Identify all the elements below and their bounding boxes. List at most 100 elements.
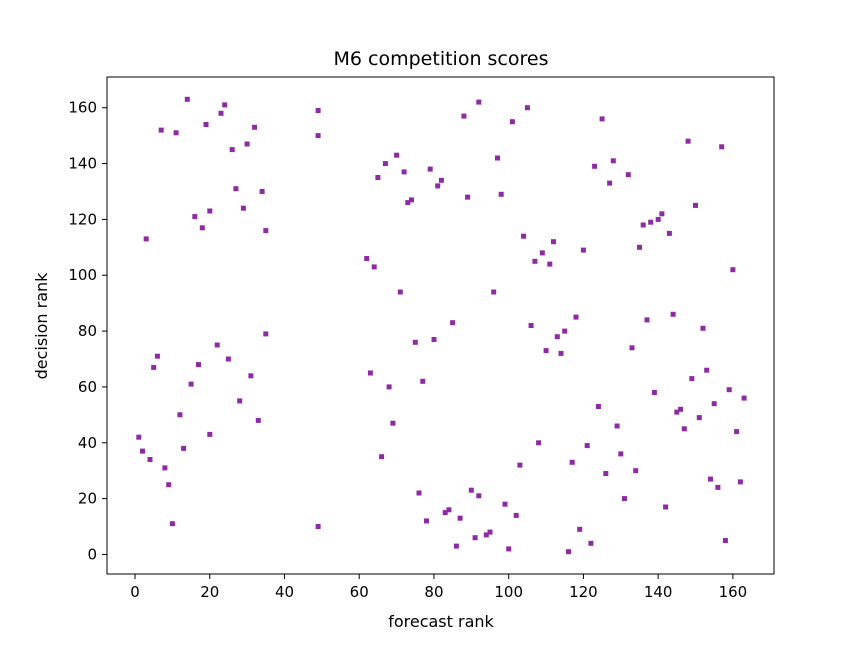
x-tick-label: 40 [275,583,294,601]
data-point [169,521,175,527]
data-point [674,409,680,415]
data-point [147,457,153,462]
data-point [532,258,538,264]
data-point [637,244,642,250]
data-point [566,549,571,555]
y-tick-label: 140 [68,155,97,173]
data-point [248,373,254,379]
y-axis-label: decision rank [32,272,51,380]
data-point [401,169,407,175]
y-tick-label: 0 [87,545,97,563]
data-point [644,317,650,323]
data-point [678,406,684,412]
data-point [614,423,620,429]
data-point [495,155,500,161]
data-point [536,440,542,446]
y-tick-label: 40 [78,434,97,452]
data-point [207,431,213,437]
data-point [509,119,515,125]
points-layer [136,96,747,555]
data-point [233,186,239,192]
data-point [140,448,145,454]
data-point [711,401,717,407]
data-point [315,108,321,113]
y-tick-label: 100 [68,266,97,284]
data-point [483,532,489,538]
data-point [595,404,601,409]
data-point [551,239,556,245]
data-point [240,205,246,211]
data-point [659,211,665,217]
data-point [513,512,519,518]
data-point [181,445,187,451]
data-point [394,152,400,158]
data-point [491,289,497,295]
data-point [554,334,560,340]
data-point [715,484,721,490]
data-point [263,331,269,337]
data-point [633,468,639,474]
data-point [681,426,687,432]
data-point [618,451,624,457]
data-point [364,256,370,261]
data-point [734,429,740,435]
data-point [700,325,706,331]
data-point [722,538,728,543]
data-point [453,543,459,549]
data-point [143,236,149,242]
data-point [371,264,377,270]
y-tick-label: 60 [78,378,97,396]
data-point [648,219,654,225]
data-point [689,376,695,382]
y-tick-label: 160 [68,99,97,117]
data-point [166,482,172,488]
data-point [730,267,736,273]
data-point [218,110,224,116]
data-point [188,381,194,387]
plot-frame [106,76,775,575]
data-point [203,122,209,127]
x-tick-label: 0 [130,583,140,601]
data-point [435,183,441,189]
data-point [655,216,661,222]
data-point [199,225,205,231]
y-axis: 0 20 40 60 80 100 120 140 160 [68,99,107,563]
data-point [622,496,627,502]
data-point [244,141,250,147]
data-point [177,412,183,418]
data-point [737,479,743,485]
data-point [461,113,467,119]
x-tick-label: 20 [200,583,219,601]
data-point [708,476,713,482]
x-tick-label: 60 [350,583,369,601]
data-point [472,535,478,541]
data-point [136,434,142,440]
data-point [476,493,482,499]
data-point [405,200,411,206]
data-point [424,518,429,524]
x-tick-label: 160 [719,583,748,601]
data-point [558,350,564,356]
data-point [696,415,702,421]
data-point [442,510,448,516]
data-point [651,390,657,395]
data-point [685,138,691,144]
data-point [741,395,747,401]
data-point [397,289,403,295]
data-point [237,398,243,404]
data-point [173,130,179,136]
data-point [390,420,396,426]
data-point [431,337,437,342]
data-point [547,261,553,267]
x-tick-label: 140 [644,583,673,601]
chart-title: M6 competition scores [334,48,549,70]
data-point [476,99,482,105]
data-point [420,378,426,384]
y-tick-label: 20 [78,490,97,508]
data-point [162,465,168,471]
y-tick-label: 120 [68,210,97,228]
data-point [465,194,471,200]
data-point [599,116,605,122]
data-point [382,161,388,167]
